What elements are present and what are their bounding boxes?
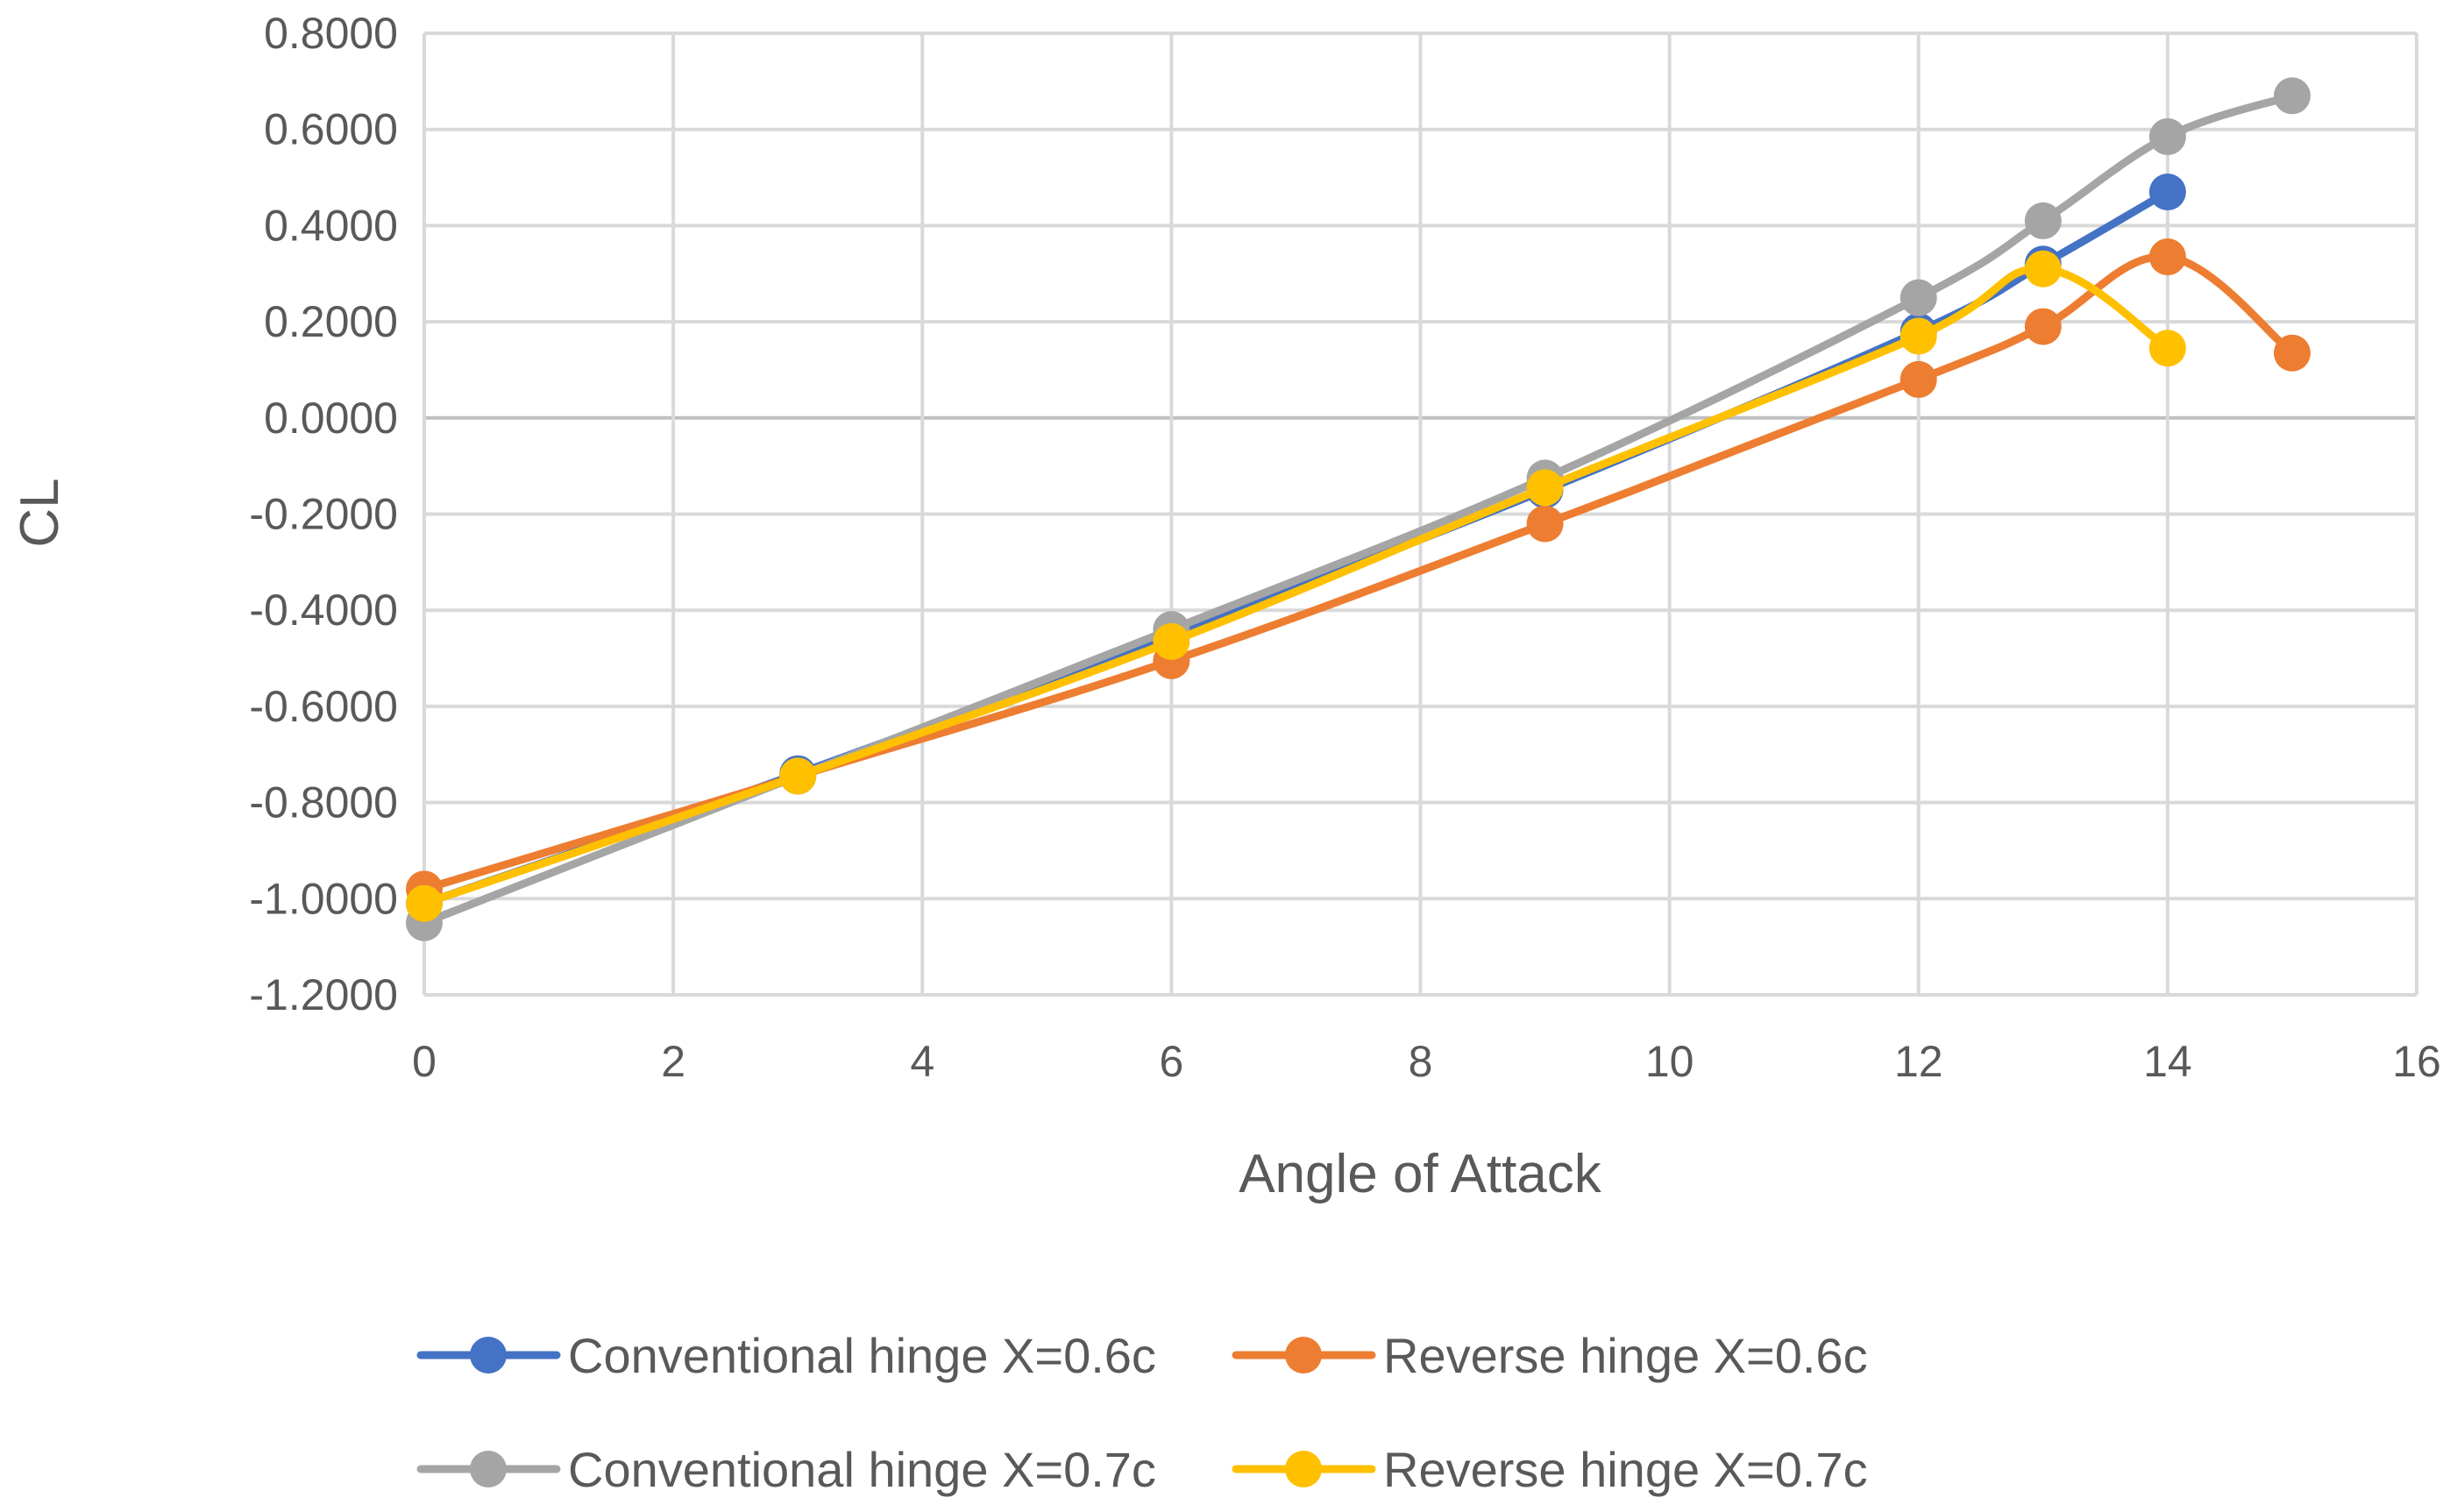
data-point xyxy=(1153,622,1190,660)
series-4 xyxy=(406,250,2186,922)
data-point xyxy=(1899,279,1937,316)
y-axis-ticks: 0.8000 0.6000 0.4000 0.2000 0.0000 -0.2000 -0.… xyxy=(249,9,398,1019)
y-tick-label: 0.2000 xyxy=(264,297,398,346)
data-point xyxy=(2148,330,2186,367)
y-tick-label: -1.2000 xyxy=(249,970,398,1019)
x-tick-label: 2 xyxy=(661,1037,685,1086)
data-point xyxy=(1526,469,1564,507)
legend-item: Reverse hinge X=0.6c xyxy=(1232,1328,1868,1383)
x-tick-label: 4 xyxy=(910,1037,934,1086)
series-line xyxy=(420,265,2172,908)
x-axis-title: Angle of Attack xyxy=(1239,1144,1602,1204)
y-tick-label: 0.8000 xyxy=(264,9,398,58)
y-tick-label: 0.4000 xyxy=(264,201,398,250)
data-point xyxy=(1526,505,1564,543)
y-tick-label: 0.0000 xyxy=(264,394,398,443)
x-tick-label: 6 xyxy=(1159,1037,1183,1086)
legend-item: Reverse hinge X=0.7c xyxy=(1232,1442,1868,1497)
legend-swatch-marker xyxy=(1285,1337,1322,1374)
y-tick-label: -0.6000 xyxy=(249,682,398,731)
data-point xyxy=(2148,174,2186,211)
legend-label: Conventional hinge X=0.7c xyxy=(568,1442,1156,1497)
x-tick-label: 8 xyxy=(1409,1037,1433,1086)
data-point xyxy=(406,884,443,922)
y-tick-label: 0.6000 xyxy=(264,105,398,154)
data-point xyxy=(2273,334,2311,372)
series-layer xyxy=(406,77,2311,941)
y-tick-label: -1.0000 xyxy=(249,874,398,923)
x-tick-label: 12 xyxy=(1894,1037,1943,1086)
x-tick-label: 16 xyxy=(2392,1037,2441,1086)
x-axis-ticks: 0 2 4 6 8 10 12 14 16 xyxy=(412,1037,2441,1086)
data-point xyxy=(2148,117,2186,155)
series-line xyxy=(420,91,2297,927)
series-2 xyxy=(406,238,2311,908)
y-tick-label: -0.8000 xyxy=(249,778,398,827)
data-point xyxy=(2024,202,2062,239)
data-point xyxy=(2148,238,2186,276)
y-axis-title: CL xyxy=(10,478,70,547)
legend-label: Conventional hinge X=0.6c xyxy=(568,1328,1156,1383)
data-point xyxy=(1899,317,1937,355)
data-point xyxy=(2024,308,2062,345)
legend-swatch-marker xyxy=(470,1451,507,1487)
series-line xyxy=(420,252,2297,893)
data-point xyxy=(2024,250,2062,288)
legend: Conventional hinge X=0.6c Reverse hinge X… xyxy=(416,1328,1868,1497)
legend-swatch-marker xyxy=(470,1337,507,1374)
y-tick-label: -0.4000 xyxy=(249,586,398,635)
y-tick-label: -0.2000 xyxy=(249,490,398,539)
x-tick-label: 0 xyxy=(412,1037,437,1086)
legend-item: Conventional hinge X=0.7c xyxy=(416,1442,1156,1497)
data-point xyxy=(779,757,817,795)
legend-item: Conventional hinge X=0.6c xyxy=(416,1328,1156,1383)
legend-swatch-marker xyxy=(1285,1451,1322,1487)
data-point xyxy=(1899,360,1937,398)
x-tick-label: 10 xyxy=(1645,1037,1694,1086)
legend-label: Reverse hinge X=0.7c xyxy=(1383,1442,1868,1497)
legend-label: Reverse hinge X=0.6c xyxy=(1383,1328,1868,1383)
x-tick-label: 14 xyxy=(2143,1037,2192,1086)
grid xyxy=(423,32,2418,997)
data-point xyxy=(2273,77,2311,115)
